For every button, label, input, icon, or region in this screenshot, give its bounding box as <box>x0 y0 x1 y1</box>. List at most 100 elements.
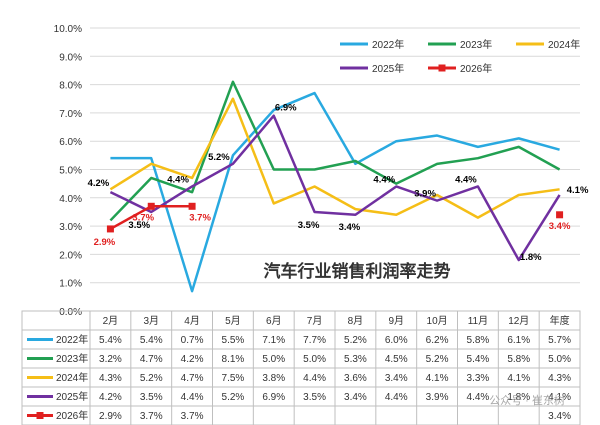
table-header-cell: 7月 <box>307 315 323 327</box>
table-cell: 2.9% <box>99 411 122 422</box>
table-cell: 5.7% <box>548 335 571 346</box>
table-series-name: 2024年 <box>56 371 88 384</box>
series-point-4 <box>556 211 564 219</box>
table-cell: 1.8% <box>507 392 530 403</box>
table-cell: 5.4% <box>467 354 490 365</box>
legend-label: 2025年 <box>372 62 404 75</box>
data-label: 3.4% <box>339 222 361 233</box>
table-cell: 3.3% <box>467 373 490 384</box>
table-header-cell: 9月 <box>388 315 404 327</box>
data-label: 6.9% <box>275 103 297 114</box>
table-cell: 5.0% <box>262 354 285 365</box>
table-cell: 4.4% <box>181 392 204 403</box>
table-cell: 3.4% <box>385 373 408 384</box>
table-cell: 5.2% <box>140 373 163 384</box>
table-header-cell: 10月 <box>427 315 448 327</box>
table-header-cell: 4月 <box>184 315 200 327</box>
table-cell: 5.4% <box>140 335 163 346</box>
table-cell: 5.5% <box>222 335 245 346</box>
legend-marker <box>438 64 446 72</box>
table-cell: 4.2% <box>181 354 204 365</box>
data-label: 4.2% <box>88 178 110 189</box>
data-label: 1.8% <box>520 252 542 263</box>
series-line-3 <box>109 114 561 262</box>
table-cell: 4.4% <box>303 373 326 384</box>
table-header-cell: 3月 <box>143 315 159 327</box>
table-cell: 6.0% <box>385 335 408 346</box>
table-cell: 4.3% <box>99 373 122 384</box>
table-cell: 5.8% <box>467 335 490 346</box>
legend-label: 2023年 <box>460 38 492 51</box>
table-cell: 6.1% <box>507 335 530 346</box>
data-label: 4.4% <box>167 174 189 185</box>
y-tick-label: 8.0% <box>59 81 82 92</box>
table-cell: 7.5% <box>222 373 245 384</box>
series-line-2 <box>109 97 560 219</box>
table-series-name: 2026年 <box>56 409 88 422</box>
table-cell: 7.7% <box>303 335 326 346</box>
data-label: 3.5% <box>298 220 320 231</box>
y-tick-label: 2.0% <box>59 250 82 261</box>
table-cell: 3.2% <box>99 354 122 365</box>
series-point-4 <box>147 202 155 210</box>
table-cell: 4.4% <box>385 392 408 403</box>
table-series-name: 2022年 <box>56 333 88 346</box>
table-series-name: 2025年 <box>56 390 88 403</box>
data-label: 4.4% <box>373 174 395 185</box>
table-cell: 6.2% <box>426 335 449 346</box>
table-cell: 5.3% <box>344 354 367 365</box>
table-cell: 3.7% <box>140 411 163 422</box>
table-cell: 3.6% <box>344 373 367 384</box>
table-cell: 3.9% <box>426 392 449 403</box>
data-label: 2.9% <box>94 237 116 248</box>
y-tick-label: 3.0% <box>59 222 82 233</box>
y-tick-label: 9.0% <box>59 52 82 63</box>
table-cell: 8.1% <box>222 354 245 365</box>
table-header-cell: 年度 <box>550 314 570 327</box>
table-cell: 3.5% <box>303 392 326 403</box>
data-label: 3.7% <box>132 212 154 223</box>
table-cell: 4.7% <box>140 354 163 365</box>
y-tick-label: 1.0% <box>59 279 82 290</box>
table-cell: 3.4% <box>344 392 367 403</box>
table-cell: 3.4% <box>548 411 571 422</box>
data-label: 3.7% <box>189 212 211 223</box>
table-header-cell: 6月 <box>266 315 282 327</box>
table-cell: 4.1% <box>507 373 530 384</box>
legend-label: 2022年 <box>372 38 404 51</box>
table-cell: 3.5% <box>140 392 163 403</box>
y-tick-label: 4.0% <box>59 194 82 205</box>
data-label: 3.4% <box>549 221 571 232</box>
table-cell: 4.7% <box>181 373 204 384</box>
data-label: 3.5% <box>128 220 150 231</box>
table-header-cell: 12月 <box>508 315 529 327</box>
table-cell: 5.8% <box>507 354 530 365</box>
y-tick-label: 6.0% <box>59 137 82 148</box>
table-cell: 5.0% <box>303 354 326 365</box>
y-tick-label: 5.0% <box>59 166 82 177</box>
table-series-name: 2023年 <box>56 352 88 365</box>
table-cell: 5.4% <box>99 335 122 346</box>
legend-label: 2026年 <box>460 62 492 75</box>
table-cell: 4.3% <box>548 373 571 384</box>
table-header-cell: 11月 <box>468 315 488 327</box>
table-cell: 4.5% <box>385 354 408 365</box>
y-tick-label: 7.0% <box>59 109 82 120</box>
table-cell: 4.4% <box>467 392 490 403</box>
table-cell: 7.1% <box>262 335 285 346</box>
table-cell: 4.1% <box>548 392 571 403</box>
table-cell: 4.2% <box>99 392 122 403</box>
y-tick-label: 0.0% <box>59 307 82 318</box>
legend-label: 2024年 <box>548 38 580 51</box>
table-header-cell: 5月 <box>225 315 241 327</box>
series-point-4 <box>188 202 196 210</box>
series-line-0 <box>110 91 560 293</box>
data-label: 3.9% <box>414 189 436 200</box>
table-cell: 4.1% <box>426 373 449 384</box>
series-line-1 <box>109 80 561 222</box>
table-cell: 6.9% <box>262 392 285 403</box>
table-cell: 5.2% <box>344 335 367 346</box>
table-cell: 3.7% <box>181 411 204 422</box>
